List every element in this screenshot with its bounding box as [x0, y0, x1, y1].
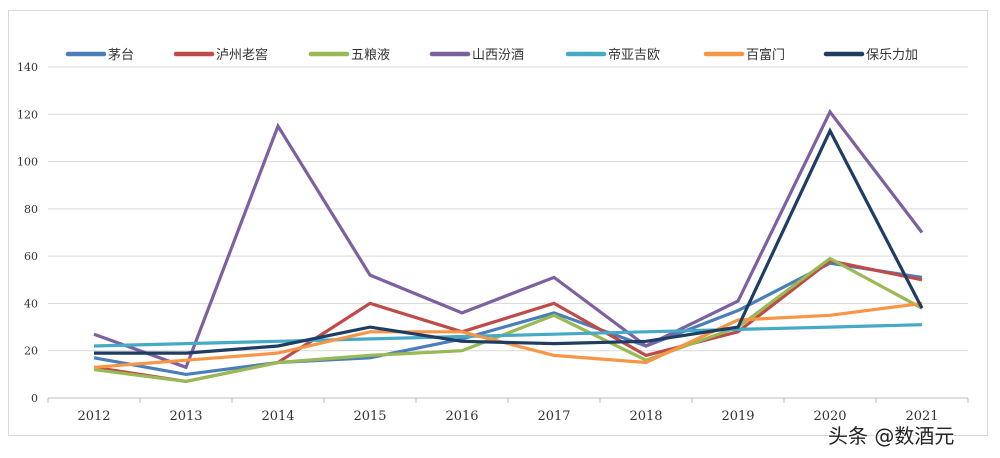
x-tick-label: 2018 — [629, 409, 662, 424]
series-line-3 — [93, 108, 924, 370]
y-tick-label: 60 — [24, 250, 38, 263]
legend-label: 五粮液 — [351, 48, 390, 63]
legend-label: 帝亚吉欧 — [608, 47, 660, 63]
x-tick-label: 2016 — [445, 409, 478, 424]
chart-frame — [8, 10, 988, 436]
grid-lines — [48, 66, 968, 399]
x-tick-label: 2019 — [721, 409, 754, 424]
series-line-6 — [94, 127, 924, 355]
series-line-4 — [93, 323, 923, 348]
y-axis: 0 20 40 60 80 100 120 140 — [17, 61, 38, 405]
x-tick-label: 2012 — [77, 409, 110, 424]
y-tick-label: 80 — [24, 203, 38, 216]
y-tick-label: 100 — [17, 156, 38, 169]
series-line-0 — [93, 261, 923, 377]
x-axis: 2012 2013 2014 2015 2016 2017 2018 2019 2020 2021 — [47, 398, 969, 424]
y-tick-label: 20 — [24, 345, 38, 358]
x-tick-label: 2017 — [537, 409, 570, 424]
y-tick-label: 40 — [24, 297, 38, 310]
y-tick-label: 120 — [17, 108, 38, 121]
x-tick-label: 2021 — [905, 409, 938, 424]
legend-label: 山西汾酒 — [472, 48, 524, 63]
watermark-text: 头条 @数酒元 — [828, 424, 955, 448]
y-tick-label: 0 — [31, 392, 38, 405]
series-line-2 — [93, 256, 923, 384]
x-tick-label: 2014 — [261, 409, 294, 424]
x-tick-label: 2013 — [169, 409, 202, 424]
x-tick-label: 2015 — [353, 409, 386, 424]
legend-label: 百富门 — [746, 47, 785, 63]
x-tick-label: 2020 — [813, 409, 846, 424]
legend-label: 茅台 — [108, 48, 134, 63]
legend-label: 泸州老窖 — [216, 47, 268, 63]
series-lines — [93, 108, 924, 384]
legend-label: 保乐力加 — [866, 48, 918, 63]
y-tick-label: 140 — [17, 61, 38, 74]
legend: 茅台 泸州老窖 五粮液 山西汾酒 帝亚吉欧 百富门 保乐力加 — [65, 47, 918, 63]
